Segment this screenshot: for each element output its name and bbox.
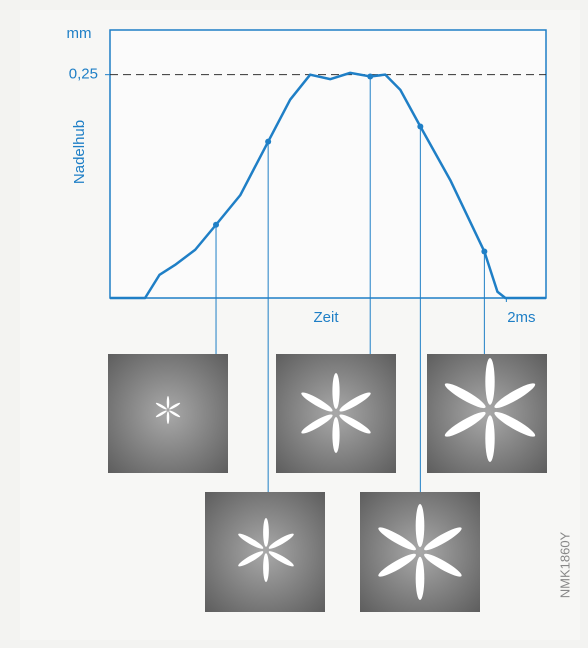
marker <box>265 138 272 145</box>
plot-area <box>109 29 547 299</box>
spray-photos <box>108 354 547 612</box>
marker <box>367 73 374 80</box>
y-unit: mm <box>67 25 92 42</box>
x-tick-label: 2ms <box>507 309 535 326</box>
x-axis-label: Zeit <box>313 309 339 326</box>
y-tick-label: 0,25 <box>69 66 98 83</box>
y-axis-label: Nadelhub <box>71 120 88 184</box>
source-code: NMK1860Y <box>557 531 572 598</box>
marker <box>213 221 220 228</box>
marker <box>417 123 424 130</box>
line-series <box>110 71 546 300</box>
marker <box>481 248 488 255</box>
